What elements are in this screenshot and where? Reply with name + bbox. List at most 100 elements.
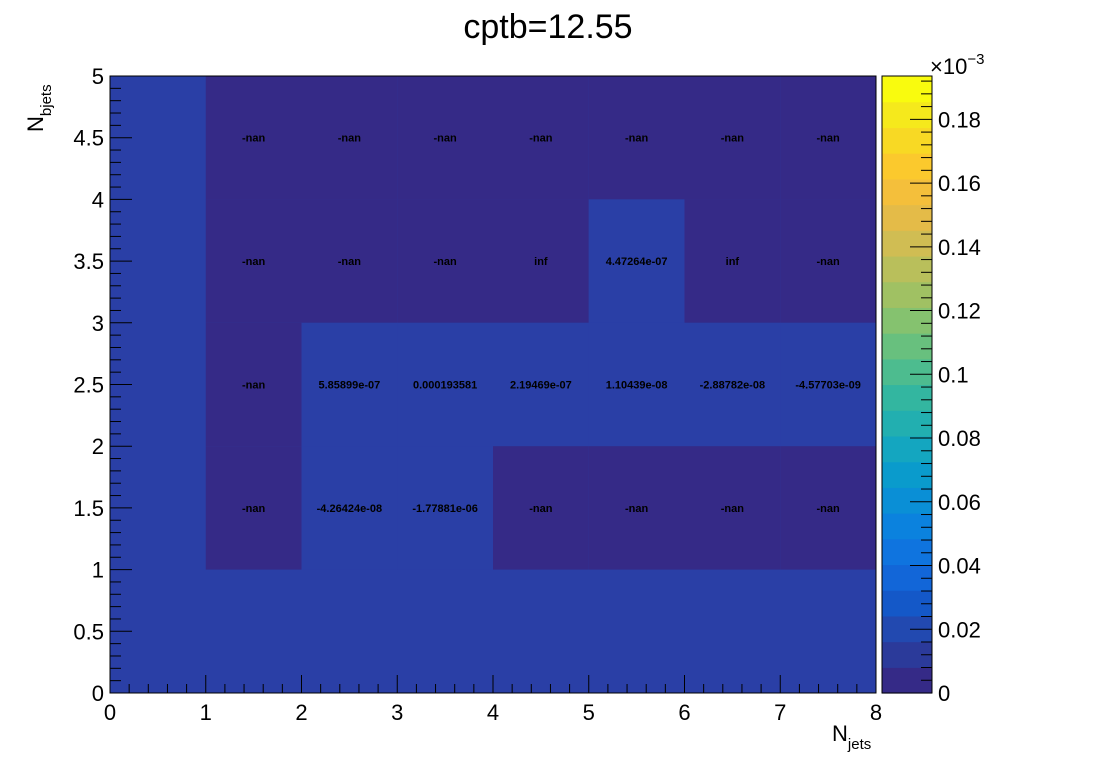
- cell-value-label: inf: [726, 256, 740, 268]
- heatmap-cell: [493, 76, 589, 200]
- colorbar-band: [882, 101, 932, 129]
- x-axis-label-sub: jets: [847, 736, 871, 753]
- colorbar-tick-label: 0.12: [938, 299, 981, 324]
- x-tick-label: 4: [487, 700, 499, 725]
- cell-value-label: -2.88782e-08: [700, 380, 765, 392]
- colorbar-band: [882, 513, 932, 540]
- cell-value-label: -nan: [817, 503, 841, 515]
- heatmap-cell: [684, 76, 781, 200]
- x-tick-label: 3: [391, 700, 403, 725]
- colorbar-band: [882, 410, 932, 437]
- colorbar-tick-label: 0.1: [938, 362, 969, 387]
- colorbar-tick-label: 0.14: [938, 235, 981, 260]
- heatmap-cell: [780, 322, 876, 447]
- heatmap-cell: [684, 446, 781, 570]
- heatmap-cell: [588, 199, 685, 323]
- cell-value-label: -nan: [338, 133, 362, 145]
- cell-value-label: 5.85899e-07: [318, 380, 380, 392]
- x-tick-label: 7: [774, 700, 786, 725]
- heatmap-cell: [780, 446, 876, 570]
- cell-value-label: -nan: [434, 256, 458, 268]
- colorbar-frame: [881, 75, 933, 694]
- heatmap-cell: [397, 322, 493, 447]
- heatmap-cell: [588, 322, 685, 447]
- heatmap-cell: [397, 199, 493, 323]
- y-tick-label: 3: [92, 311, 104, 336]
- colorbar-band: [882, 76, 932, 103]
- colorbar-band: [882, 230, 932, 257]
- x-axis-label-main: N: [832, 721, 848, 746]
- colorbar-band: [882, 564, 932, 591]
- cell-value-label: -nan: [242, 256, 266, 268]
- colorbar-tick-label: 0.02: [938, 617, 981, 642]
- colorbar-band: [882, 281, 932, 308]
- colorbar-band: [882, 333, 932, 360]
- cell-value-label: -1.77881e-06: [412, 503, 477, 515]
- cell-value-label: -nan: [434, 133, 458, 145]
- y-tick-label: 4: [92, 187, 104, 212]
- colorbar-band: [882, 153, 932, 180]
- heatmap-cell: [301, 322, 398, 447]
- cell-value-label: 2.19469e-07: [510, 380, 572, 392]
- heatmap-cell: [780, 76, 876, 200]
- heatmap-cell: [205, 322, 302, 447]
- cell-value-label: -nan: [242, 380, 266, 392]
- cell-value-label: -nan: [625, 503, 649, 515]
- cell-labels: -nan -nan -nan -nan -nan -nan -nan -nan -nan -nan…: [242, 133, 861, 515]
- y-tick-label: 3.5: [73, 249, 104, 274]
- y-axis-label-main: N: [23, 116, 48, 132]
- x-tick-label: 1: [200, 700, 212, 725]
- cell-value-label: -4.26424e-08: [317, 503, 382, 515]
- colorbar-exponent-power: −3: [967, 51, 984, 68]
- colorbar-tick-label: 0.04: [938, 554, 981, 579]
- heatmap-cell: [205, 76, 302, 200]
- cell-value-label: -nan: [817, 256, 841, 268]
- x-tick-label: 6: [678, 700, 690, 725]
- colorbar-exponent: ×10−3: [930, 51, 984, 79]
- colorbar-tick-label: 0: [938, 681, 950, 706]
- heatmap-cell: [301, 199, 398, 323]
- y-tick-label: 4.5: [73, 126, 104, 151]
- heatmap-cell: [205, 446, 302, 570]
- cell-value-label: inf: [534, 256, 548, 268]
- cell-value-label: -nan: [721, 133, 745, 145]
- cell-value-label: -nan: [338, 256, 362, 268]
- colorbar-band: [882, 461, 932, 488]
- heatmap-cell: [684, 322, 781, 447]
- colorbar-band: [882, 538, 932, 566]
- heatmap-cell: [588, 76, 685, 200]
- y-axis-label-sub: bjets: [38, 84, 55, 116]
- y-tick-label: 5: [92, 64, 104, 89]
- cell-value-label: -nan: [529, 133, 553, 145]
- colorbar-band: [882, 358, 932, 386]
- heatmap-cell: [493, 199, 589, 323]
- cell-value-label: -nan: [242, 133, 266, 145]
- colorbar-band: [882, 307, 932, 334]
- cell-value-label: -nan: [817, 133, 841, 145]
- cell-value-label: -nan: [721, 503, 745, 515]
- y-tick-label: 0.5: [73, 619, 104, 644]
- heatmap-cell: [205, 199, 302, 323]
- x-tick-label: 5: [583, 700, 595, 725]
- cell-value-label: -nan: [242, 503, 266, 515]
- x-axis-label: Njets: [832, 721, 871, 753]
- x-tick-label: 8: [870, 700, 882, 725]
- chart-title: cptb=12.55: [463, 8, 632, 46]
- heatmap-cells: [110, 76, 876, 693]
- y-tick-label: 1: [92, 558, 104, 583]
- heatmap-cell: [588, 446, 685, 570]
- colorbar-band: [882, 384, 932, 411]
- heatmap-cell: [493, 446, 589, 570]
- cell-value-label: -nan: [529, 503, 553, 515]
- y-tick-label: 0: [92, 681, 104, 706]
- x-axis: 0 1 2 3 4 5 6 7 8: [104, 675, 882, 725]
- y-tick-label: 2.5: [73, 373, 104, 398]
- y-tick-label: 2: [92, 434, 104, 459]
- x-tick-label: 2: [295, 700, 307, 725]
- colorbar-tick-label: 0.16: [938, 171, 981, 196]
- y-tick-label: 1.5: [73, 496, 104, 521]
- colorbar-tick-label: 0.08: [938, 426, 981, 451]
- cell-value-label: 4.47264e-07: [606, 256, 668, 268]
- colorbar-exponent-base: ×10: [930, 54, 967, 79]
